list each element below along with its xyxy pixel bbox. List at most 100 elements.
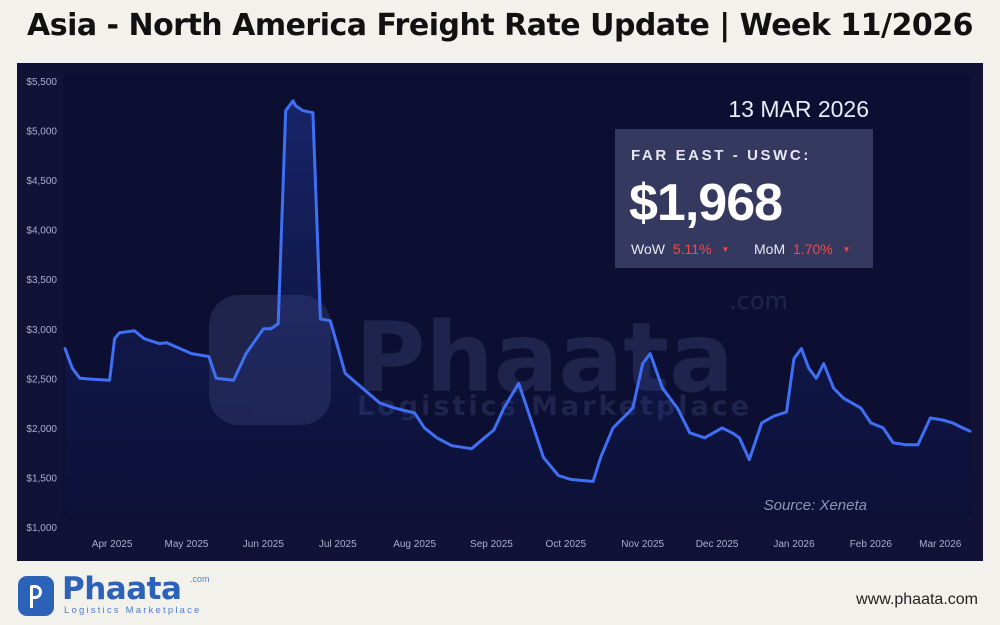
data-point (113, 337, 116, 340)
data-point (517, 382, 520, 385)
data-point (882, 427, 884, 429)
wow-value: 5.11% (672, 241, 712, 257)
logo-name: Phaata (62, 571, 182, 607)
page-title: Asia - North America Freight Rate Update… (27, 8, 973, 43)
x-tick-label: Jan 2026 (773, 539, 815, 550)
data-point (302, 109, 304, 112)
data-point (904, 443, 907, 446)
data-point (394, 407, 396, 409)
data-point (612, 427, 614, 429)
y-tick-label: $5,000 (26, 127, 57, 138)
data-point (800, 347, 803, 350)
watermark-com: .com (729, 287, 788, 315)
x-tick-label: Nov 2025 (621, 539, 664, 550)
wow-change: WoW 5.11% ▼ (631, 241, 729, 257)
data-point (808, 367, 810, 370)
data-point (892, 442, 894, 444)
data-point (423, 427, 426, 429)
source-note: Source: Xeneta (763, 497, 867, 514)
data-point (270, 328, 272, 330)
data-point (262, 328, 265, 330)
data-point (760, 422, 763, 424)
data-point (815, 377, 818, 380)
data-point (329, 320, 332, 322)
y-tick-label: $3,000 (26, 325, 57, 336)
data-point (773, 415, 775, 417)
x-tick-label: Feb 2026 (850, 539, 893, 550)
data-point (71, 367, 74, 370)
wow-label: WoW (631, 241, 665, 257)
data-point (822, 362, 825, 365)
data-point (143, 337, 146, 340)
phaata-logo-icon (18, 576, 54, 616)
data-point (451, 444, 453, 447)
series-group (63, 99, 972, 521)
mom-label: MoM (754, 241, 786, 257)
data-point (64, 347, 66, 350)
data-point (599, 456, 602, 459)
data-point (319, 318, 322, 320)
data-point (870, 422, 872, 424)
data-point (842, 397, 845, 400)
data-point (277, 323, 280, 325)
x-tick-label: Sep 2025 (470, 539, 513, 550)
data-point (793, 357, 795, 360)
data-point (379, 402, 381, 404)
data-point (738, 437, 741, 439)
watermark-name: Phaata (355, 302, 734, 414)
rate-value: $1,968 (629, 174, 783, 232)
y-tick-label: $2,500 (26, 374, 57, 385)
data-point (118, 331, 121, 334)
mom-change: MoM 1.70% ▼ (754, 241, 851, 257)
data-point (292, 100, 294, 102)
y-tick-label: $4,000 (26, 226, 57, 237)
data-point (703, 437, 706, 439)
data-point (951, 422, 954, 424)
data-point (284, 109, 287, 112)
data-point (941, 419, 944, 421)
y-tick-label: $1,000 (26, 523, 57, 534)
data-point (785, 411, 788, 413)
data-point (661, 387, 664, 390)
logo-com: .com (190, 574, 210, 584)
data-point (165, 341, 168, 344)
data-point (190, 352, 193, 355)
data-point (570, 478, 572, 481)
data-point (689, 432, 691, 434)
data-point (557, 474, 560, 477)
y-tick-label: $2,000 (26, 424, 57, 435)
wow-down-arrow-icon: ▼ (721, 245, 730, 254)
data-point (917, 443, 919, 446)
mom-down-arrow-icon: ▼ (842, 245, 851, 254)
logo-tagline: Logistics Marketplace (64, 605, 202, 616)
x-tick-label: Aug 2025 (393, 539, 436, 550)
data-point (344, 372, 347, 375)
data-point (676, 407, 679, 409)
phaata-logo[interactable]: Phaata .com Logistics Marketplace (18, 571, 218, 618)
data-point (632, 407, 634, 409)
rate-card: FAR EAST - USWC: $1,968 WoW 5.11% ▼ MoM … (615, 129, 873, 268)
y-tick-label: $5,500 (26, 77, 57, 88)
data-point (961, 427, 964, 429)
route-label: FAR EAST - USWC: (631, 147, 811, 164)
data-point (731, 432, 733, 434)
x-tick-label: Dec 2025 (696, 539, 739, 550)
data-point (748, 458, 751, 461)
data-point (312, 111, 314, 114)
data-point (929, 417, 932, 419)
data-point (592, 480, 594, 483)
series-area (65, 100, 970, 521)
series-line (63, 99, 972, 483)
website-link[interactable]: www.phaata.com (856, 591, 978, 608)
data-point (503, 407, 505, 409)
x-tick-label: Jul 2025 (319, 539, 357, 550)
data-point (542, 456, 545, 459)
data-point (470, 447, 473, 450)
data-point (527, 412, 530, 414)
data-point (361, 387, 364, 390)
data-point (215, 377, 217, 380)
data-point (133, 330, 136, 332)
y-tick-label: $3,500 (26, 275, 57, 286)
chart-panel: Phaata .com Logistics Marketplace $1,000… (17, 63, 983, 561)
data-point (232, 379, 235, 382)
